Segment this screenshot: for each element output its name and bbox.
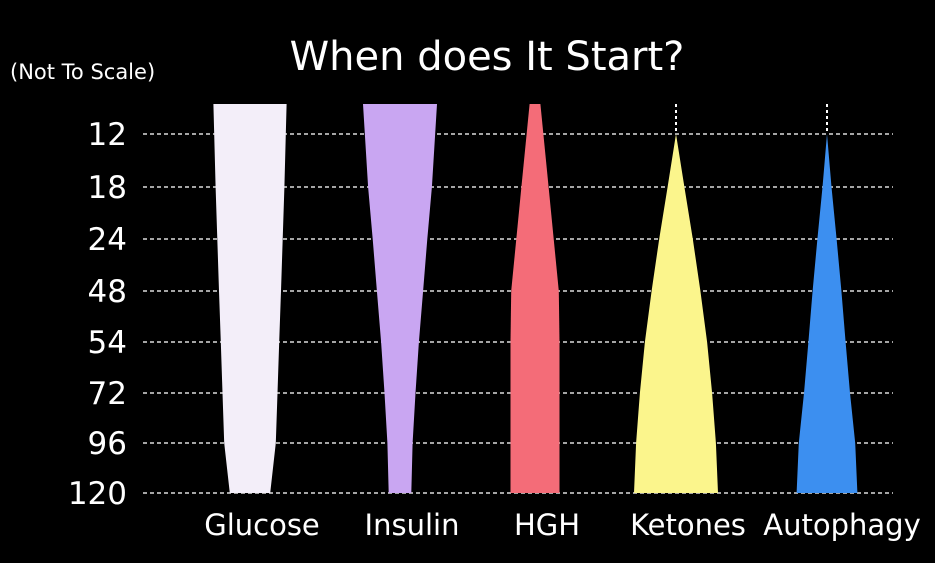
y-tick-label: 96: [88, 426, 127, 462]
y-tick-label: 72: [88, 376, 127, 412]
x-label-ketones: Ketones: [630, 508, 746, 542]
shape-insulin: [363, 104, 437, 493]
x-label-insulin: Insulin: [365, 508, 460, 542]
shape-autophagy: [796, 134, 858, 493]
x-label-hgh: HGH: [514, 508, 580, 542]
y-tick-label: 48: [88, 274, 127, 310]
x-label-glucose: Glucose: [204, 508, 320, 542]
shape-glucose: [213, 104, 287, 493]
y-tick-label: 24: [88, 222, 127, 258]
y-axis-ticks: 12 18 24 48 54 72 96 120: [68, 117, 127, 512]
x-label-autophagy: Autophagy: [763, 508, 920, 542]
shape-ketones: [634, 134, 718, 493]
y-tick-label: 18: [88, 170, 127, 206]
not-to-scale-note: (Not To Scale): [10, 60, 155, 84]
y-tick-label: 12: [88, 117, 127, 153]
y-tick-label: 54: [88, 325, 127, 361]
x-axis-labels: Glucose Insulin HGH Ketones Autophagy: [204, 508, 921, 542]
plot-shapes: [213, 104, 858, 493]
y-tick-label: 120: [68, 476, 127, 512]
shape-hgh: [510, 104, 560, 493]
chart-title: When does It Start?: [290, 34, 685, 80]
